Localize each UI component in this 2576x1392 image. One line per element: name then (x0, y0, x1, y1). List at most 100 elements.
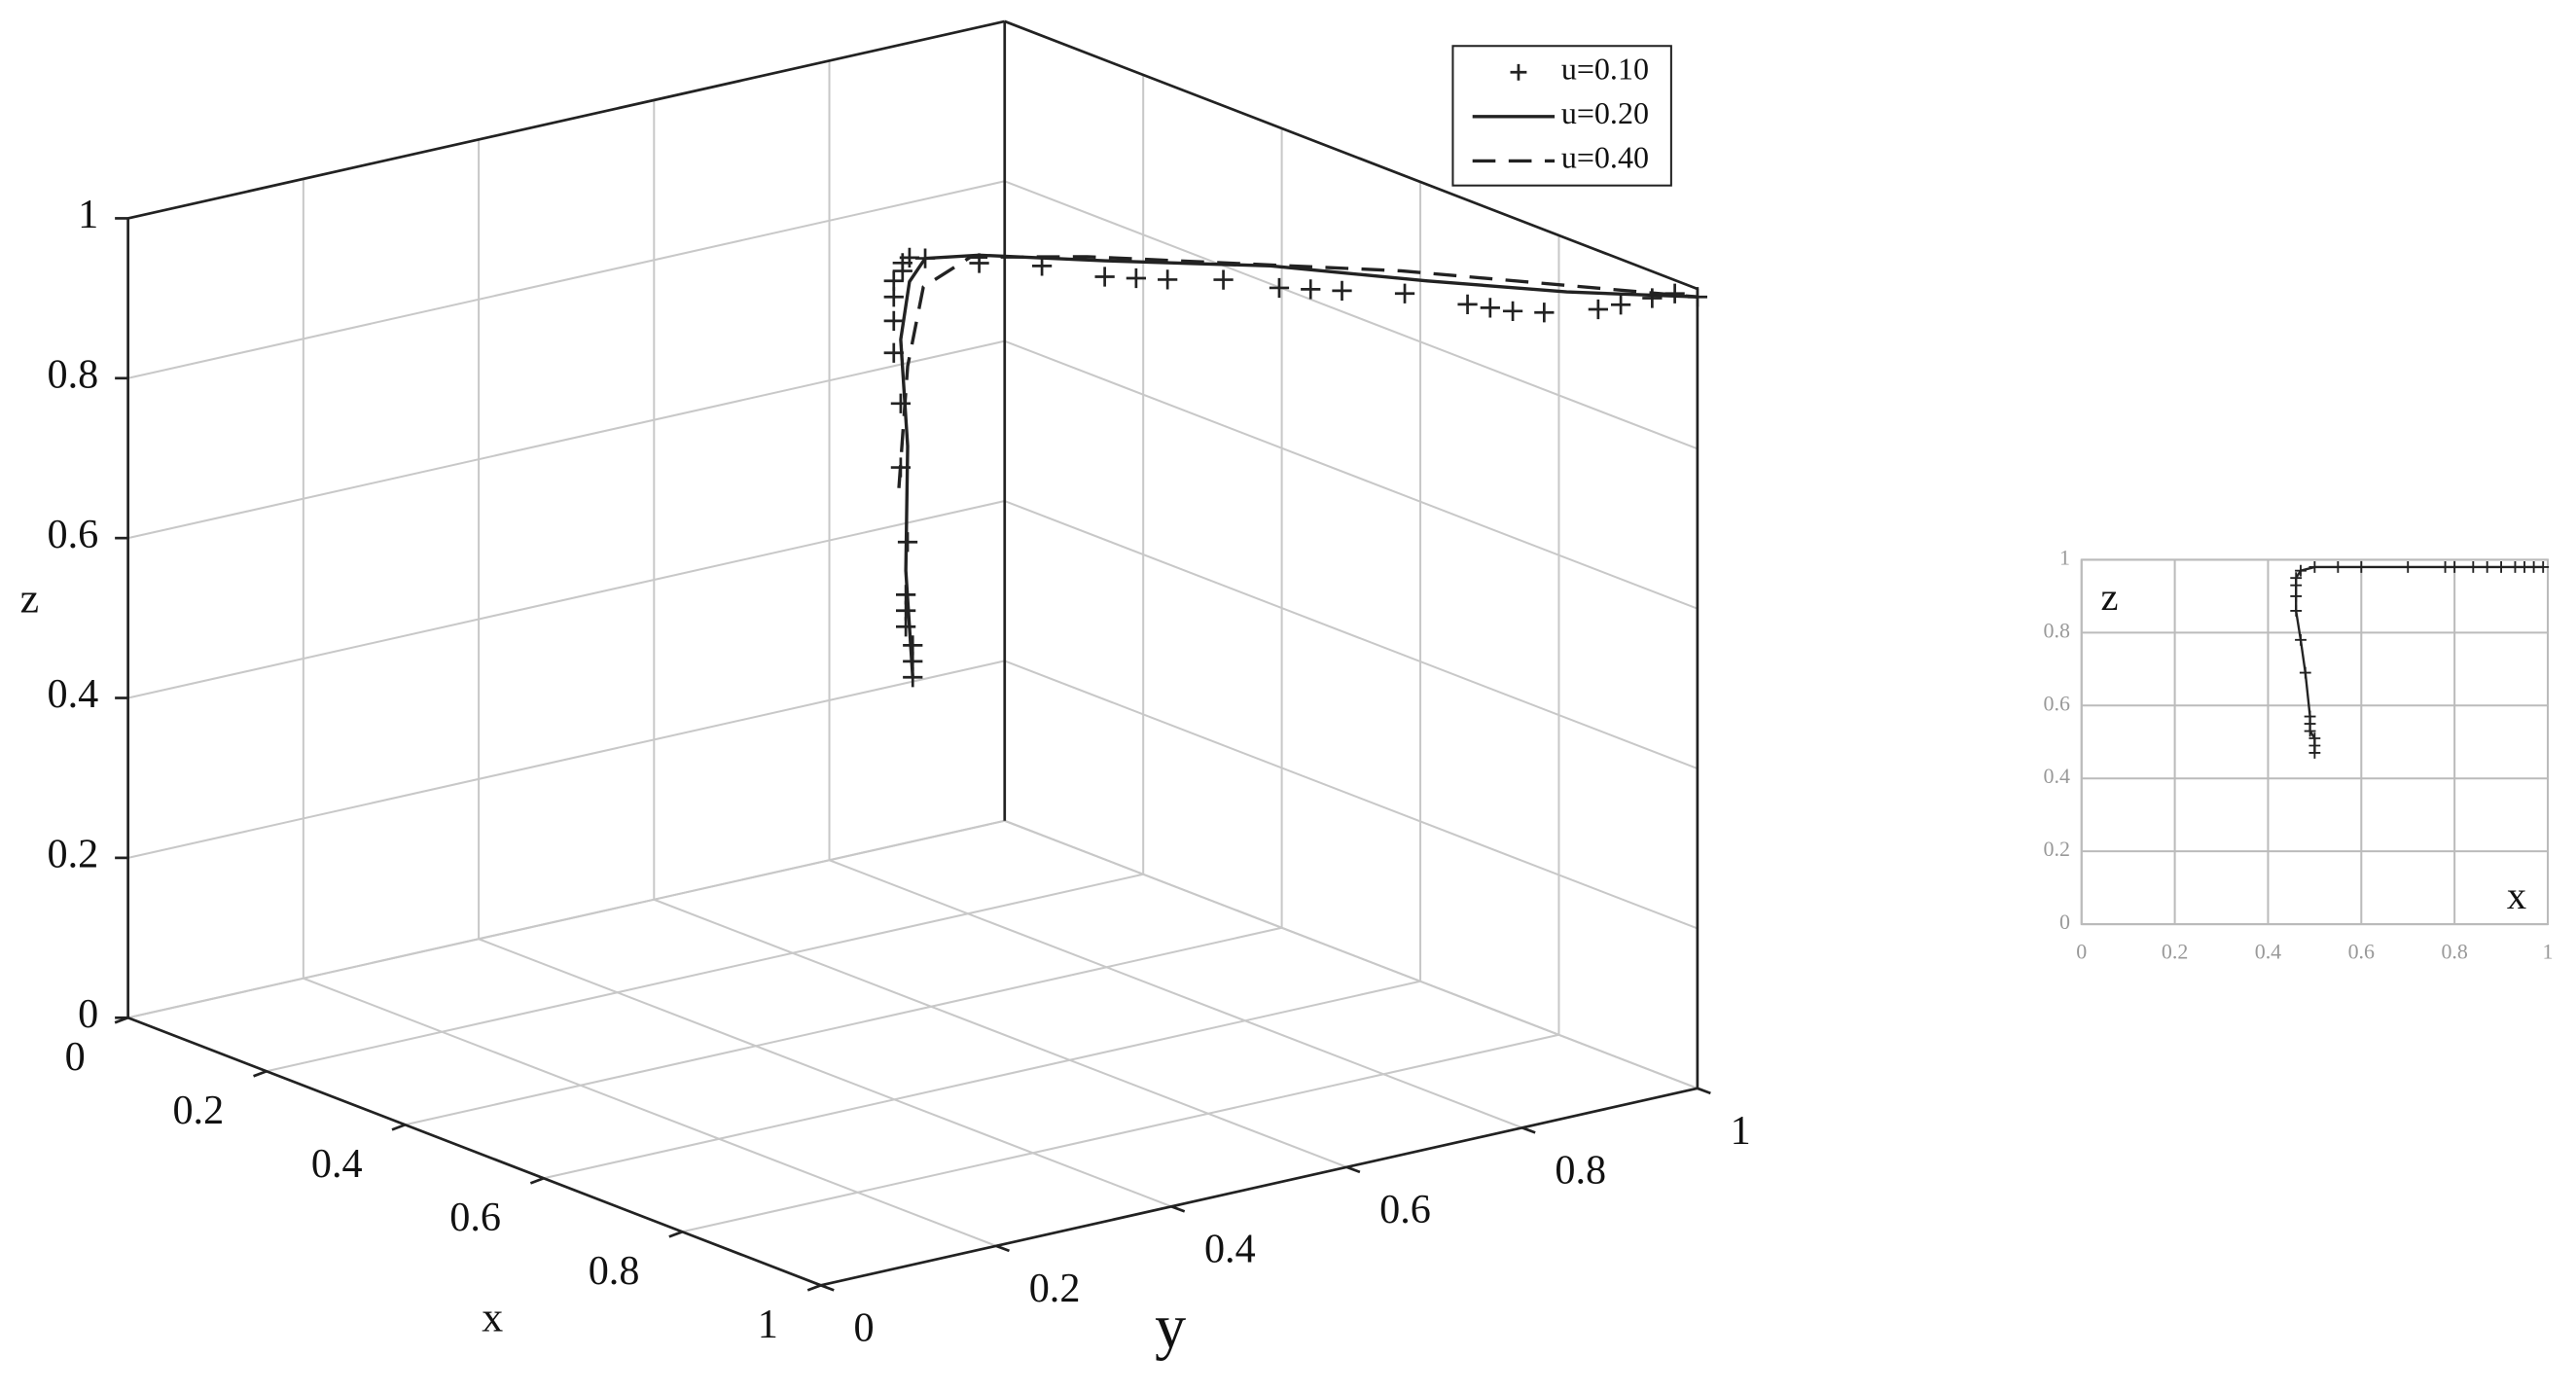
grid-line (653, 898, 1347, 1168)
marker (2290, 589, 2303, 602)
marker (2299, 666, 2311, 679)
marker (1332, 280, 1352, 301)
marker (2290, 604, 2303, 617)
z-tick-label: 0.4 (48, 671, 99, 717)
x-tick-label: 1 (758, 1302, 778, 1347)
axis-frame (127, 19, 1006, 220)
y-tick-label: 0.2 (1029, 1266, 1081, 1311)
marker (1534, 303, 1555, 323)
marker (2355, 561, 2368, 573)
marker (1158, 269, 1178, 290)
y-tick-label: 0 (2059, 910, 2070, 934)
tick-mark (806, 1284, 822, 1292)
tick-mark (1345, 1165, 1361, 1174)
grid-line (127, 180, 1005, 379)
y-axis-label: z (2100, 575, 2118, 619)
marker (883, 270, 904, 291)
z-tick-label: 0.2 (48, 832, 99, 877)
series-line (899, 253, 1698, 678)
marker (2308, 732, 2321, 744)
y-tick-label: 0.6 (1379, 1187, 1431, 1232)
x-tick-label: 0.6 (2348, 939, 2375, 963)
tick-mark (391, 1124, 406, 1131)
y-tick-label: 1 (1731, 1108, 1751, 1154)
x-tick-label: 0.2 (172, 1088, 224, 1133)
x-tick-label: 1 (2543, 939, 2554, 963)
x-tick-label: 0.4 (2255, 939, 2281, 963)
grid-line (1004, 339, 1699, 610)
marker (883, 310, 904, 331)
marker (2467, 561, 2480, 573)
tick-mark (253, 1069, 268, 1078)
marker (2449, 561, 2461, 573)
marker (1394, 283, 1415, 303)
grid-line (127, 819, 1005, 1019)
marker (1480, 298, 1500, 318)
grid-line (543, 980, 1421, 1180)
marker (1610, 295, 1631, 315)
y-tick-label: 0.6 (2044, 691, 2070, 715)
tick-mark (529, 1177, 545, 1185)
y-tick-label: 0.4 (1204, 1226, 1256, 1271)
series-line (897, 255, 1699, 488)
marker (2332, 561, 2344, 573)
tick-mark (995, 1244, 1010, 1253)
x-axis-label: x (2507, 874, 2526, 917)
marker (2537, 561, 2550, 573)
grid-line (1004, 180, 1699, 450)
marker (1126, 268, 1147, 289)
grid-line (303, 977, 997, 1247)
x-tick-label: 0 (65, 1034, 86, 1080)
grid-line (1004, 819, 1699, 1089)
marker (890, 393, 912, 413)
axis-frame (127, 1016, 822, 1287)
marker (2295, 633, 2307, 646)
grid-line (266, 873, 1144, 1073)
marker (1213, 269, 1234, 290)
tick-mark (668, 1231, 683, 1238)
tick-mark (114, 1016, 129, 1024)
marker (1457, 294, 1478, 315)
z-tick-label: 0 (78, 991, 98, 1037)
grid-line (1004, 660, 1699, 930)
grid-line (127, 660, 1005, 859)
z-tick-label: 0.8 (48, 351, 99, 397)
marker (1510, 63, 1527, 81)
legend-label: u=0.40 (1561, 140, 1649, 175)
grid-line (829, 859, 1523, 1129)
y-tick-label: 1 (2059, 545, 2070, 569)
marker (1588, 299, 1608, 320)
marker (2304, 710, 2316, 723)
legend-label: u=0.10 (1561, 52, 1649, 87)
marker (903, 635, 923, 656)
marker (1094, 267, 1115, 287)
axis-frame (820, 1087, 1699, 1287)
tick-mark (1521, 1126, 1536, 1134)
grid-line (682, 1033, 1559, 1233)
marker (2481, 561, 2493, 573)
marker (1269, 277, 1290, 299)
marker (2495, 561, 2507, 573)
legend-label: u=0.20 (1561, 95, 1649, 130)
marker (1502, 301, 1523, 321)
y-tick-label: 0 (854, 1304, 875, 1350)
tick-mark (820, 1284, 835, 1292)
z-axis-label: z (20, 575, 39, 622)
x-axis-label: x (482, 1295, 503, 1341)
z-tick-label: 1 (78, 192, 98, 237)
y-tick-label: 0.8 (2044, 618, 2070, 642)
marker (2295, 564, 2307, 577)
marker (2308, 561, 2321, 573)
grid-line (127, 339, 1005, 540)
x-tick-label: 0.8 (589, 1248, 640, 1294)
z-tick-label: 0.6 (48, 512, 99, 557)
grid-line (405, 926, 1282, 1126)
marker (2402, 561, 2415, 573)
marker (1301, 279, 1321, 300)
y-tick-label: 0.2 (2044, 837, 2070, 861)
tick-mark (1170, 1205, 1186, 1213)
x-tick-label: 0.6 (449, 1195, 501, 1240)
marker (2290, 572, 2303, 585)
